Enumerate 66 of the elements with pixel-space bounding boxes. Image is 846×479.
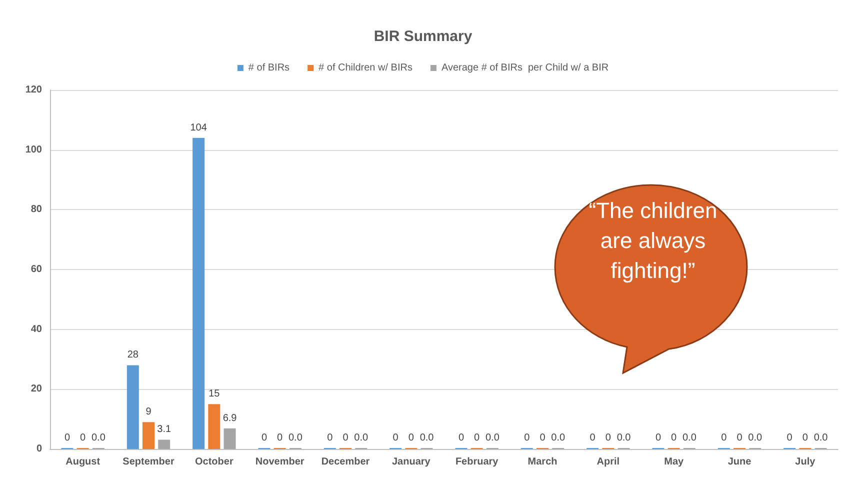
y-tick-label: 20 (30, 384, 42, 395)
y-tick-label: 0 (36, 444, 42, 454)
data-label: 0 (655, 432, 662, 444)
legend-label: Average # of BIRs per Child w/ a BIR (441, 62, 609, 74)
y-tick-label: 100 (25, 144, 42, 156)
y-tick-label: 120 (25, 84, 42, 96)
data-label: 15 (208, 388, 220, 400)
data-label: 0.0 (814, 432, 828, 444)
data-label: 0 (64, 432, 70, 444)
data-label: 0 (786, 432, 793, 444)
x-tick-label: January (392, 456, 431, 468)
legend-label: # of Children w/ BIRs (318, 62, 412, 74)
data-label: 0 (524, 432, 530, 444)
data-label: 0 (261, 432, 268, 444)
chart-title: BIR Summary (374, 28, 473, 45)
data-label: 0.0 (288, 432, 303, 444)
y-tick-label: 80 (30, 204, 42, 216)
x-tick-label: December (321, 456, 370, 468)
annotation: “The children are always fighting!” (588, 197, 718, 285)
data-label: 0 (458, 432, 464, 444)
data-label: 0.0 (485, 432, 500, 444)
data-label: 0 (408, 432, 414, 444)
x-tick-label: April (596, 456, 620, 468)
data-label: 0 (277, 432, 284, 444)
data-label: 0 (671, 432, 678, 444)
data-label: 0.0 (616, 432, 632, 444)
bar (208, 404, 220, 449)
data-label: 0 (392, 432, 399, 444)
bar (224, 428, 236, 449)
bar (126, 365, 139, 449)
x-tick-label: September (122, 456, 174, 468)
data-label: 0.0 (551, 432, 566, 444)
data-label: 0 (802, 432, 808, 444)
x-tick-label: October (194, 456, 234, 468)
data-label: 0 (736, 432, 743, 444)
data-label: 0 (342, 432, 349, 444)
x-tick-label: May (664, 456, 684, 468)
data-label: 0 (540, 432, 546, 444)
data-label: 0.0 (420, 432, 434, 444)
data-label: 0 (80, 432, 86, 444)
data-label: 0.0 (682, 432, 697, 444)
x-tick-label: August (66, 456, 101, 468)
data-label: 0 (721, 432, 728, 444)
x-tick-label: November (255, 456, 304, 468)
x-tick-label: March (528, 456, 558, 468)
data-label: 3.1 (157, 424, 172, 436)
data-label: 9 (146, 406, 152, 418)
data-label: 0 (590, 432, 596, 444)
data-label: 0.0 (748, 432, 762, 444)
bar (158, 440, 170, 449)
x-tick-label: June (728, 456, 752, 468)
bar (192, 138, 205, 449)
y-tick-label: 60 (30, 264, 42, 275)
data-label: 0.0 (354, 432, 368, 444)
legend-label: # of BIRs (248, 62, 290, 74)
data-label: 0 (327, 432, 334, 444)
data-label: 6.9 (222, 412, 238, 424)
y-tick-label: 40 (30, 324, 42, 335)
x-tick-label: July (795, 456, 816, 468)
x-tick-label: February (455, 456, 499, 468)
bar (142, 422, 154, 449)
data-label: 0.0 (91, 432, 106, 444)
data-label: 0 (474, 432, 480, 444)
data-label: 28 (127, 350, 139, 361)
data-label: 104 (190, 122, 208, 134)
data-label: 0 (605, 432, 612, 444)
